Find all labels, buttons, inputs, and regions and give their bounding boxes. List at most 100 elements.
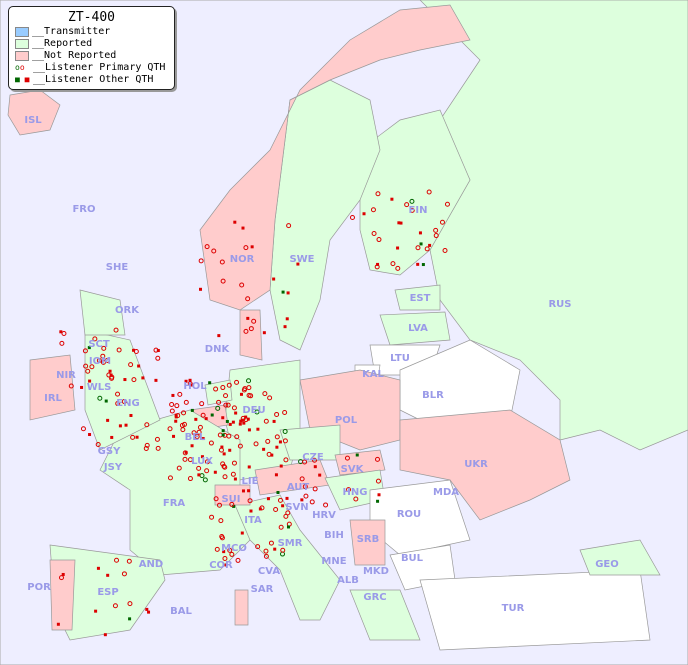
country-label-mda: MDA: [433, 487, 459, 498]
country-label-bel: BEL: [185, 432, 206, 443]
listener-other-qth-marker: [88, 379, 92, 383]
listener-other-qth-marker: [210, 413, 214, 417]
listener-primary-qth-marker: [167, 426, 173, 432]
listener-other-qth-marker: [87, 346, 91, 350]
country-label-dnk: DNK: [205, 344, 231, 355]
listener-primary-qth-marker: [248, 326, 254, 332]
listener-other-qth-marker: [199, 287, 203, 291]
listener-primary-qth-marker: [273, 506, 279, 512]
country-label-est: EST: [410, 293, 431, 304]
listener-primary-qth-marker: [237, 443, 243, 449]
listener-primary-qth-marker: [265, 438, 271, 444]
listener-primary-qth-marker: [219, 535, 225, 541]
listener-other-qth-marker: [184, 450, 188, 454]
listener-primary-qth-marker: [83, 363, 89, 369]
listener-primary-qth-marker: [100, 353, 106, 359]
listener-primary-qth-marker: [302, 459, 308, 465]
legend-label: __Reported: [32, 38, 93, 49]
listener-primary-qth-marker: [213, 496, 219, 502]
listener-primary-qth-marker: [442, 247, 448, 253]
listener-other-qth-marker: [137, 364, 141, 368]
listener-other-qth-marker: [217, 334, 221, 338]
listener-primary-qth-marker: [126, 558, 132, 564]
listener-primary-qth-marker: [353, 496, 359, 502]
listener-primary-qth-marker: [85, 368, 91, 374]
legend-primary-qth: oo __Listener Primary QTH: [9, 62, 174, 74]
country-label-geo: GEO: [595, 559, 619, 570]
country-label-lva: LVA: [408, 323, 428, 334]
listener-primary-qth-marker: [229, 501, 235, 507]
listener-primary-qth-marker: [92, 336, 98, 342]
listener-primary-qth-marker: [196, 465, 202, 471]
listener-primary-qth-marker: [251, 318, 257, 324]
listener-primary-qth-marker: [218, 518, 224, 524]
listener-other-qth-marker: [396, 246, 400, 250]
listener-primary-qth-marker: [344, 455, 350, 461]
listener-primary-qth-marker: [243, 245, 249, 251]
legend: ZT-400 __Transmitter __Reported __Not Re…: [8, 6, 175, 90]
country-label-isl: ISL: [24, 115, 42, 126]
listener-primary-qth-marker: [58, 575, 64, 581]
listener-primary-qth-marker: [181, 410, 187, 416]
listener-primary-qth-marker: [104, 357, 110, 363]
listener-other-qth-marker: [376, 499, 380, 503]
listener-primary-qth-marker: [196, 429, 202, 435]
listener-primary-qth-marker: [219, 259, 225, 265]
listener-primary-qth-marker: [191, 430, 197, 436]
listener-other-qth-marker: [274, 473, 278, 477]
listener-primary-qth-marker: [114, 557, 120, 563]
listener-other-qth-marker: [194, 417, 198, 421]
listener-other-qth-marker: [123, 378, 127, 382]
listener-primary-qth-marker: [199, 401, 205, 407]
listener-other-qth-marker: [240, 531, 244, 535]
listener-other-qth-marker: [270, 453, 274, 457]
listener-other-qth-marker: [106, 418, 110, 422]
listener-other-qth-marker: [221, 429, 225, 433]
listener-other-qth-marker: [188, 378, 192, 382]
country-label-nir: NIR: [56, 370, 76, 381]
listener-primary-qth-marker: [234, 379, 240, 385]
listener-other-qth-marker: [242, 421, 246, 425]
listener-other-qth-marker: [247, 465, 251, 469]
listener-primary-qth-marker: [254, 409, 260, 415]
listener-other-qth-marker: [285, 317, 289, 321]
listener-primary-qth-marker: [234, 434, 240, 440]
listener-primary-qth-marker: [143, 445, 149, 451]
listener-primary-qth-marker: [222, 464, 228, 470]
country-label-swe: SWE: [289, 254, 314, 265]
listener-other-qth-marker: [232, 504, 236, 508]
listener-other-qth-marker: [118, 424, 122, 428]
listener-primary-qth-marker: [282, 428, 288, 434]
listener-other-qth-marker: [228, 448, 232, 452]
country-label-esp: ESP: [97, 587, 118, 598]
listener-other-qth-marker: [419, 242, 423, 246]
listener-primary-qth-marker: [218, 447, 224, 453]
listener-other-qth-marker: [279, 464, 283, 468]
country-label-iom: IOM: [89, 356, 111, 367]
country-label-hrv: HRV: [312, 510, 336, 521]
country-label-fin: FIN: [409, 205, 428, 216]
listener-primary-qth-marker: [312, 457, 318, 463]
listener-primary-qth-marker: [204, 459, 210, 465]
listener-primary-qth-marker: [80, 426, 86, 432]
listener-primary-qth-marker: [309, 499, 315, 505]
listener-primary-qth-marker: [179, 422, 185, 428]
listener-other-qth-marker: [213, 470, 217, 474]
country-label-wls: WLS: [87, 382, 112, 393]
listener-primary-qth-marker: [227, 547, 233, 553]
country-label-ltu: LTU: [390, 353, 410, 364]
listener-primary-qth-marker: [223, 393, 229, 399]
listener-primary-qth-marker: [211, 248, 217, 254]
listener-other-qth-marker: [421, 263, 425, 267]
country-dnk: [239, 309, 263, 361]
listener-primary-qth-marker: [89, 364, 95, 370]
listener-other-qth-marker: [129, 413, 133, 417]
listener-primary-qth-marker: [187, 476, 193, 482]
country-isl: [7, 89, 61, 136]
listener-other-qth-marker: [283, 325, 287, 329]
listener-other-qth-marker: [247, 428, 251, 432]
listener-other-qth-marker: [247, 489, 251, 493]
listener-primary-qth-marker: [127, 601, 133, 607]
listener-other-qth-marker: [318, 473, 322, 477]
